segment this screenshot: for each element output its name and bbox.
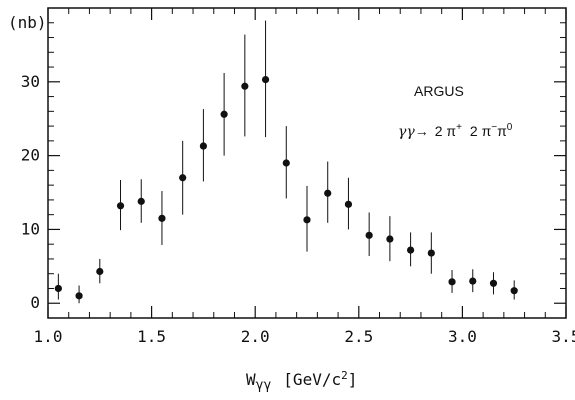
data-point [199,142,207,150]
plot-frame [47,7,567,319]
data-point [179,174,187,182]
annotation-reaction: γγ→ 2 π+ 2 π−π0 [398,122,513,140]
data-point [469,277,477,285]
data-point [427,249,435,257]
data-point [158,214,166,222]
x-axis: 1.0 1.5 2.0 2.5 3.0 3.5 [34,8,575,346]
data-point [407,246,415,254]
reaction-p2-sup: − [491,122,497,133]
data-point [220,110,228,118]
data-point [324,189,332,197]
data-point [75,292,83,300]
x-axis-subscript: γγ [256,378,272,393]
x-axis-units: [GeV/c [283,370,341,389]
data-point [96,267,104,276]
data-point [303,216,311,224]
data-point [489,279,498,287]
x-tick-label: 1.5 [137,327,166,346]
reaction-p2: 2 π [470,123,492,139]
x-tick-label: 1.0 [34,327,63,346]
y-tick-label: 0 [30,293,40,312]
data-point [282,159,290,167]
x-axis-units-close: ] [348,370,358,389]
data-series [54,20,518,304]
data-point [448,278,456,286]
y-axis: 0 10 20 30 [21,22,566,312]
x-tick-label: 2.5 [344,327,373,346]
data-point [261,75,270,84]
reaction-p1: 2 π [435,123,457,139]
y-tick-label: 20 [21,146,40,165]
data-point [116,202,125,210]
data-point [365,231,373,239]
y-tick-label: 30 [21,72,40,91]
x-tick-label: 3.0 [448,327,477,346]
x-axis-units-sup: 2 [341,369,348,382]
data-point [54,284,62,293]
data-point [344,200,353,208]
x-axis-symbol: W [246,370,256,389]
data-point [386,235,394,243]
y-tick-label: 10 [21,219,40,238]
reaction-p3-sup: 0 [507,122,513,133]
data-point [241,82,249,90]
reaction-initial: γγ [398,124,415,140]
x-axis-title: Wγγ [GeV/c2] [246,369,357,393]
x-tick-label: 3.5 [552,327,575,346]
annotation-experiment: ARGUS [414,83,464,99]
reaction-arrow: → [415,123,429,139]
data-point [137,197,145,205]
reaction-p3: π [497,123,507,139]
x-tick-label: 2.0 [241,327,270,346]
data-point [510,287,518,295]
reaction-p1-sup: + [456,122,462,133]
y-unit-label: (nb) [8,13,47,32]
